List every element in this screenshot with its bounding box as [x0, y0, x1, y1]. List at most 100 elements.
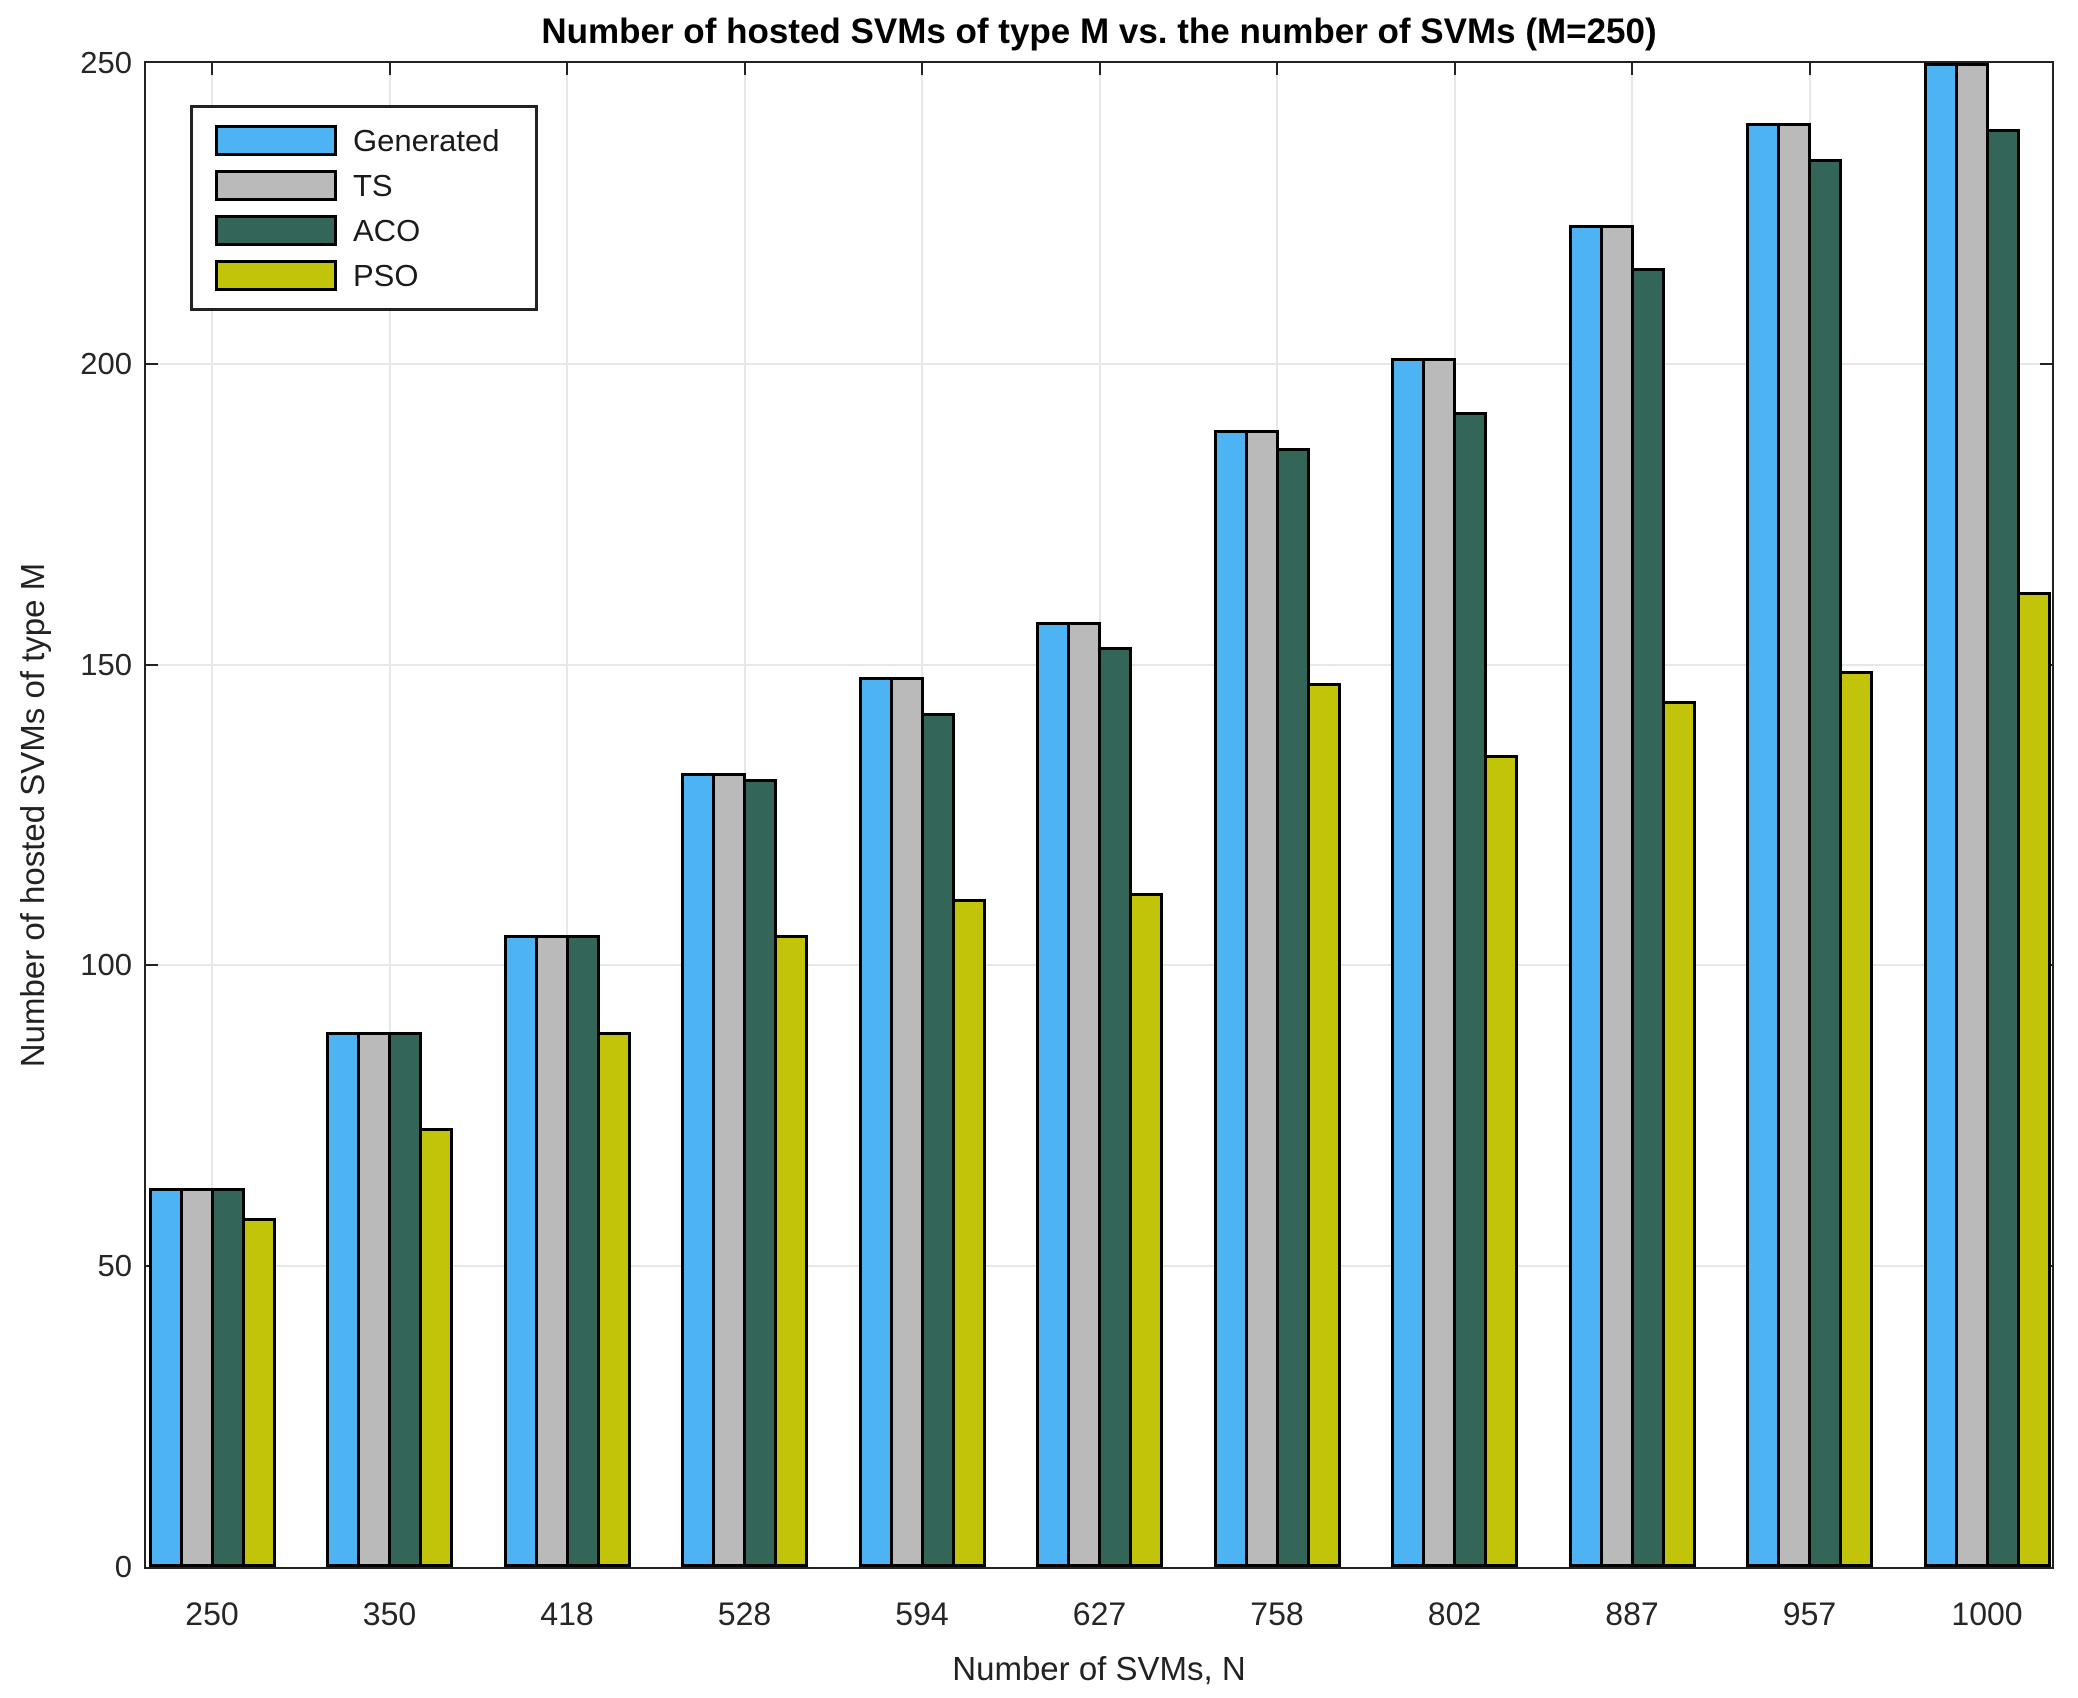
x-tick-label-957: 957	[1782, 1596, 1837, 1632]
bar-group-418	[503, 935, 631, 1567]
y-tick-left-100	[146, 964, 158, 967]
y-tick-label-150: 150	[80, 646, 132, 682]
x-tick-label-250: 250	[185, 1596, 239, 1632]
bar-aco-802	[1453, 412, 1487, 1567]
x-tick-top-528	[743, 63, 746, 75]
x-tick-top-627	[1098, 63, 1101, 75]
legend-swatch-aco	[215, 215, 337, 246]
legend-swatch-generated	[215, 125, 337, 156]
x-tick-top-594	[921, 63, 923, 75]
bar-generated-594	[858, 677, 893, 1567]
x-tick-top-887	[1631, 63, 1633, 75]
bar-group-627	[1036, 622, 1163, 1567]
bar-group-1000	[1923, 63, 2051, 1567]
x-tick-label-627: 627	[1072, 1596, 1127, 1632]
x-tick-label-1000: 1000	[1951, 1596, 2023, 1632]
bar-aco-1000	[1985, 129, 2020, 1567]
legend-swatch-ts	[215, 170, 337, 201]
bar-aco-350	[388, 1032, 422, 1567]
x-axis-label: Number of SVMs, N	[952, 1650, 1246, 1687]
bar-pso-887	[1661, 701, 1696, 1567]
bar-pso-250	[241, 1218, 276, 1567]
y-tick-label-50: 50	[97, 1248, 132, 1284]
y-tick-right-200	[2040, 362, 2052, 365]
bar-ts-350	[357, 1032, 391, 1567]
bar-group-250	[148, 1188, 276, 1567]
v-gridline-250	[211, 63, 213, 1567]
x-tick-label-758: 758	[1250, 1596, 1304, 1632]
bar-pso-1000	[2016, 592, 2051, 1567]
bar-ts-1000	[1954, 63, 1989, 1567]
bar-ts-957	[1777, 123, 1811, 1567]
x-tick-top-250	[211, 63, 213, 75]
bar-ts-887	[1599, 225, 1634, 1567]
x-tick-top-802	[1453, 63, 1456, 75]
legend-item-aco: ACO	[215, 208, 535, 253]
bar-generated-250	[148, 1188, 183, 1567]
bar-aco-594	[920, 713, 955, 1567]
bar-pso-528	[774, 935, 808, 1567]
bar-group-802	[1391, 358, 1518, 1567]
bar-aco-418	[565, 935, 600, 1567]
y-tick-label-250: 250	[80, 45, 132, 80]
bar-ts-250	[179, 1188, 214, 1567]
bar-generated-627	[1036, 622, 1070, 1567]
legend-label-generated: Generated	[353, 122, 500, 158]
bar-aco-250	[210, 1188, 245, 1567]
legend-item-generated: Generated	[215, 118, 535, 163]
bar-pso-418	[596, 1032, 631, 1567]
y-tick-left-150	[146, 663, 158, 666]
bar-generated-528	[681, 773, 715, 1567]
y-tick-label-100: 100	[80, 947, 132, 983]
bar-generated-887	[1568, 225, 1603, 1567]
y-tick-label-200: 200	[80, 345, 132, 381]
bar-pso-594	[951, 899, 986, 1567]
bar-group-887	[1568, 225, 1696, 1567]
chart-title: Number of hosted SVMs of type M vs. the …	[541, 12, 1657, 51]
x-tick-top-418	[566, 63, 568, 75]
plot-area	[144, 61, 2054, 1569]
bar-generated-957	[1746, 123, 1780, 1567]
bar-ts-528	[712, 773, 746, 1567]
bar-pso-627	[1129, 893, 1163, 1567]
legend: Generated TS ACO PSO	[190, 105, 538, 311]
bar-generated-1000	[1923, 63, 1958, 1567]
bar-group-957	[1746, 123, 1873, 1567]
legend-label-pso: PSO	[353, 257, 419, 293]
x-tick-label-350: 350	[362, 1596, 417, 1632]
bar-ts-594	[889, 677, 924, 1567]
y-tick-label-0: 0	[114, 1549, 132, 1584]
bar-ts-627	[1067, 622, 1101, 1567]
bar-pso-957	[1839, 671, 1873, 1567]
v-gridline-418	[566, 63, 568, 1567]
y-tick-left-200	[146, 362, 158, 365]
bar-group-528	[681, 773, 808, 1567]
bar-aco-887	[1630, 268, 1665, 1567]
bar-pso-758	[1306, 683, 1341, 1567]
bar-group-350	[326, 1032, 453, 1567]
bar-group-594	[858, 677, 986, 1567]
x-tick-label-887: 887	[1605, 1596, 1659, 1632]
bar-generated-802	[1391, 358, 1425, 1567]
legend-item-pso: PSO	[215, 253, 535, 298]
bar-pso-350	[419, 1128, 453, 1567]
bar-generated-758	[1213, 430, 1248, 1567]
x-tick-top-758	[1276, 63, 1278, 75]
legend-swatch-pso	[215, 260, 337, 291]
bar-aco-758	[1275, 448, 1310, 1567]
legend-label-aco: ACO	[353, 212, 421, 248]
bar-pso-802	[1484, 755, 1518, 1567]
bar-ts-802	[1422, 358, 1456, 1567]
x-tick-label-802: 802	[1427, 1596, 1482, 1632]
y-axis-label: Number of hosted SVMs of type M	[14, 562, 51, 1068]
bar-ts-758	[1244, 430, 1279, 1567]
bar-ts-418	[534, 935, 569, 1567]
legend-item-ts: TS	[215, 163, 535, 208]
bar-generated-350	[326, 1032, 360, 1567]
x-tick-label-528: 528	[717, 1596, 772, 1632]
bar-generated-418	[503, 935, 538, 1567]
x-tick-top-957	[1808, 63, 1811, 75]
v-gridline-350	[388, 63, 391, 1567]
legend-label-ts: TS	[353, 167, 393, 203]
